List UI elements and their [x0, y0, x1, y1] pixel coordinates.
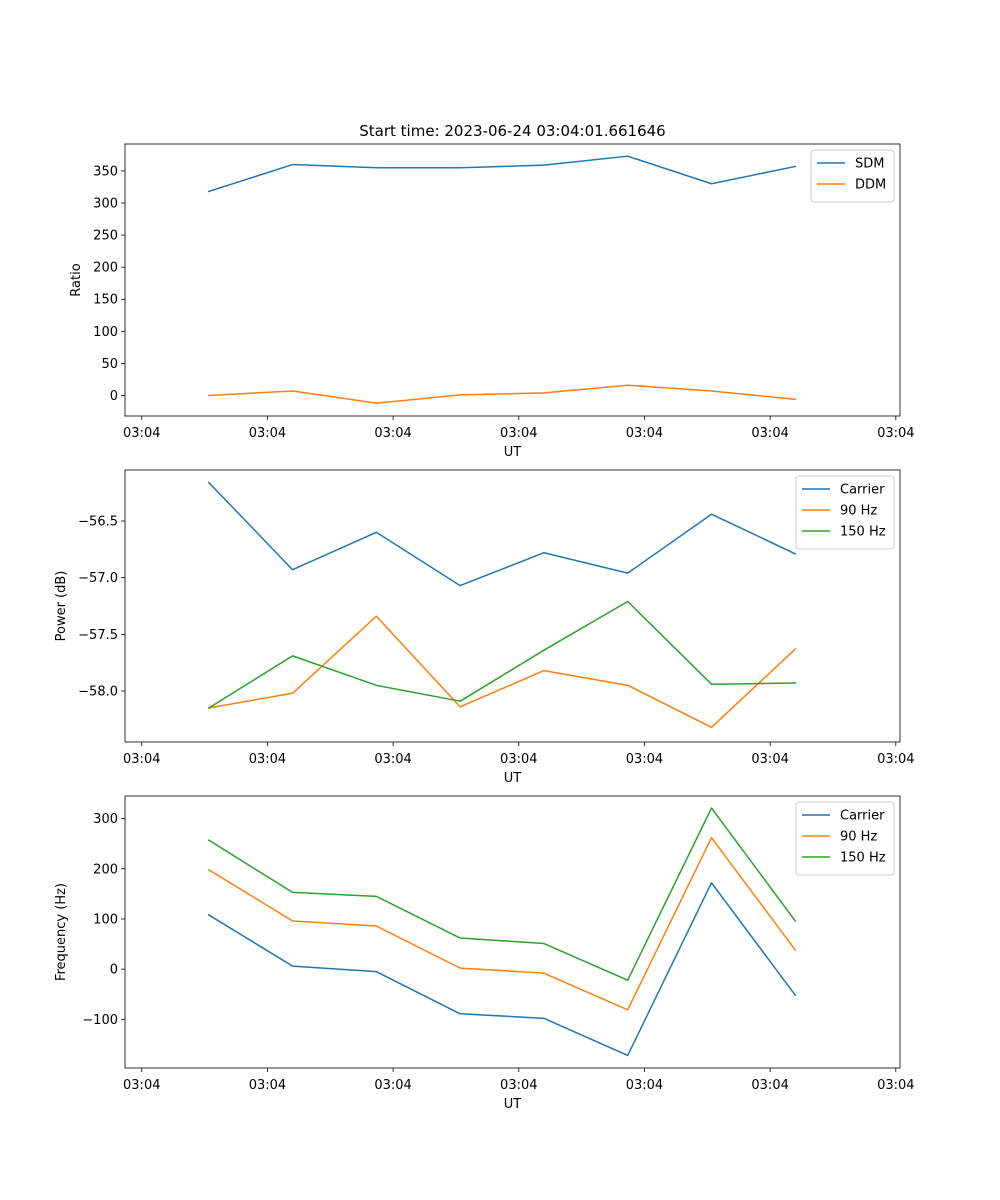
y-tick-label: 0: [110, 963, 118, 978]
x-tick-label: 03:04: [877, 1078, 914, 1093]
legend-label: Carrier: [840, 483, 885, 498]
x-tick-label: 03:04: [751, 1078, 788, 1093]
x-tick-label: 03:04: [249, 752, 286, 767]
x-tick-label: 03:04: [626, 1078, 663, 1093]
x-tick-label: 03:04: [249, 1078, 286, 1093]
x-axis-label: UT: [504, 1097, 522, 1112]
y-tick-label: 200: [93, 261, 118, 276]
y-tick-label: −57.5: [78, 628, 118, 643]
y-tick-label: 150: [93, 293, 118, 308]
series-line-90-hz: [207, 836, 797, 1011]
y-axis-label: Frequency (Hz): [54, 883, 69, 981]
y-tick-label: 200: [93, 862, 118, 877]
y-tick-label: −56.5: [78, 515, 118, 530]
x-tick-label: 03:04: [877, 426, 914, 441]
y-tick-label: 0: [110, 389, 118, 404]
y-tick-label: 300: [93, 812, 118, 827]
legend-label: 150 Hz: [840, 851, 886, 866]
y-tick-label: −57.0: [78, 571, 118, 586]
panel-1: 03:04 03:04 03:04 03:04 03:04 03:04 03:04 0 50 10…: [69, 143, 915, 460]
x-tick-label: 03:04: [751, 752, 788, 767]
x-tick-label: 03:04: [123, 426, 160, 441]
panels: 03:04 03:04 03:04 03:04 03:04 03:04 03:04 0 50 10…: [54, 143, 915, 1112]
panel-2: 03:04 03:04 03:04 03:04 03:04 03:04 03:04 −58.0…: [54, 469, 915, 786]
legend: Carrier 90 Hz 150 Hz: [795, 801, 895, 876]
legend-label: 90 Hz: [840, 504, 877, 519]
y-tick-label: −100: [82, 1013, 118, 1028]
axes-frame: [124, 143, 901, 417]
legend-label: Carrier: [840, 809, 885, 824]
series-line-ddm: [207, 384, 797, 404]
x-tick-label: 03:04: [751, 426, 788, 441]
x-tick-label: 03:04: [500, 1078, 537, 1093]
axes-frame: [124, 795, 901, 1069]
x-tick-label: 03:04: [626, 426, 663, 441]
x-tick-label: 03:04: [500, 752, 537, 767]
figure-title: Start time: 2023-06-24 03:04:01.661646: [359, 122, 665, 140]
series-line-carrier: [207, 882, 797, 1057]
y-tick-label: 50: [101, 357, 118, 372]
x-tick-label: 03:04: [249, 426, 286, 441]
x-tick-label: 03:04: [374, 752, 411, 767]
series-line-90-hz: [207, 615, 797, 729]
legend-label: DDM: [855, 178, 886, 193]
y-tick-label: 100: [93, 912, 118, 927]
x-axis-label: UT: [504, 771, 522, 786]
x-tick-label: 03:04: [123, 1078, 160, 1093]
legend-label: SDM: [855, 157, 884, 172]
x-tick-label: 03:04: [374, 1078, 411, 1093]
y-tick-label: 250: [93, 229, 118, 244]
legend: Carrier 90 Hz 150 Hz: [795, 475, 895, 550]
x-tick-label: 03:04: [123, 752, 160, 767]
legend-label: 90 Hz: [840, 830, 877, 845]
x-tick-label: 03:04: [626, 752, 663, 767]
x-tick-label: 03:04: [500, 426, 537, 441]
y-tick-label: −58.0: [78, 685, 118, 700]
axes-frame: [124, 469, 901, 743]
y-axis-label: Ratio: [69, 263, 84, 296]
y-tick-label: 100: [93, 325, 118, 340]
y-axis-label: Power (dB): [54, 571, 69, 642]
legend-label: 150 Hz: [840, 525, 886, 540]
series-line-150-hz: [207, 807, 797, 981]
series-line-carrier: [207, 481, 797, 587]
x-tick-label: 03:04: [877, 752, 914, 767]
x-tick-label: 03:04: [374, 426, 411, 441]
panel-3: 03:04 03:04 03:04 03:04 03:04 03:04 03:04 −100 0…: [54, 795, 915, 1112]
series-line-150-hz: [207, 600, 797, 710]
y-tick-label: 350: [93, 164, 118, 179]
x-axis-label: UT: [504, 445, 522, 460]
y-tick-label: 300: [93, 197, 118, 212]
legend: SDM DDM: [810, 149, 895, 203]
series-line-sdm: [207, 155, 797, 193]
